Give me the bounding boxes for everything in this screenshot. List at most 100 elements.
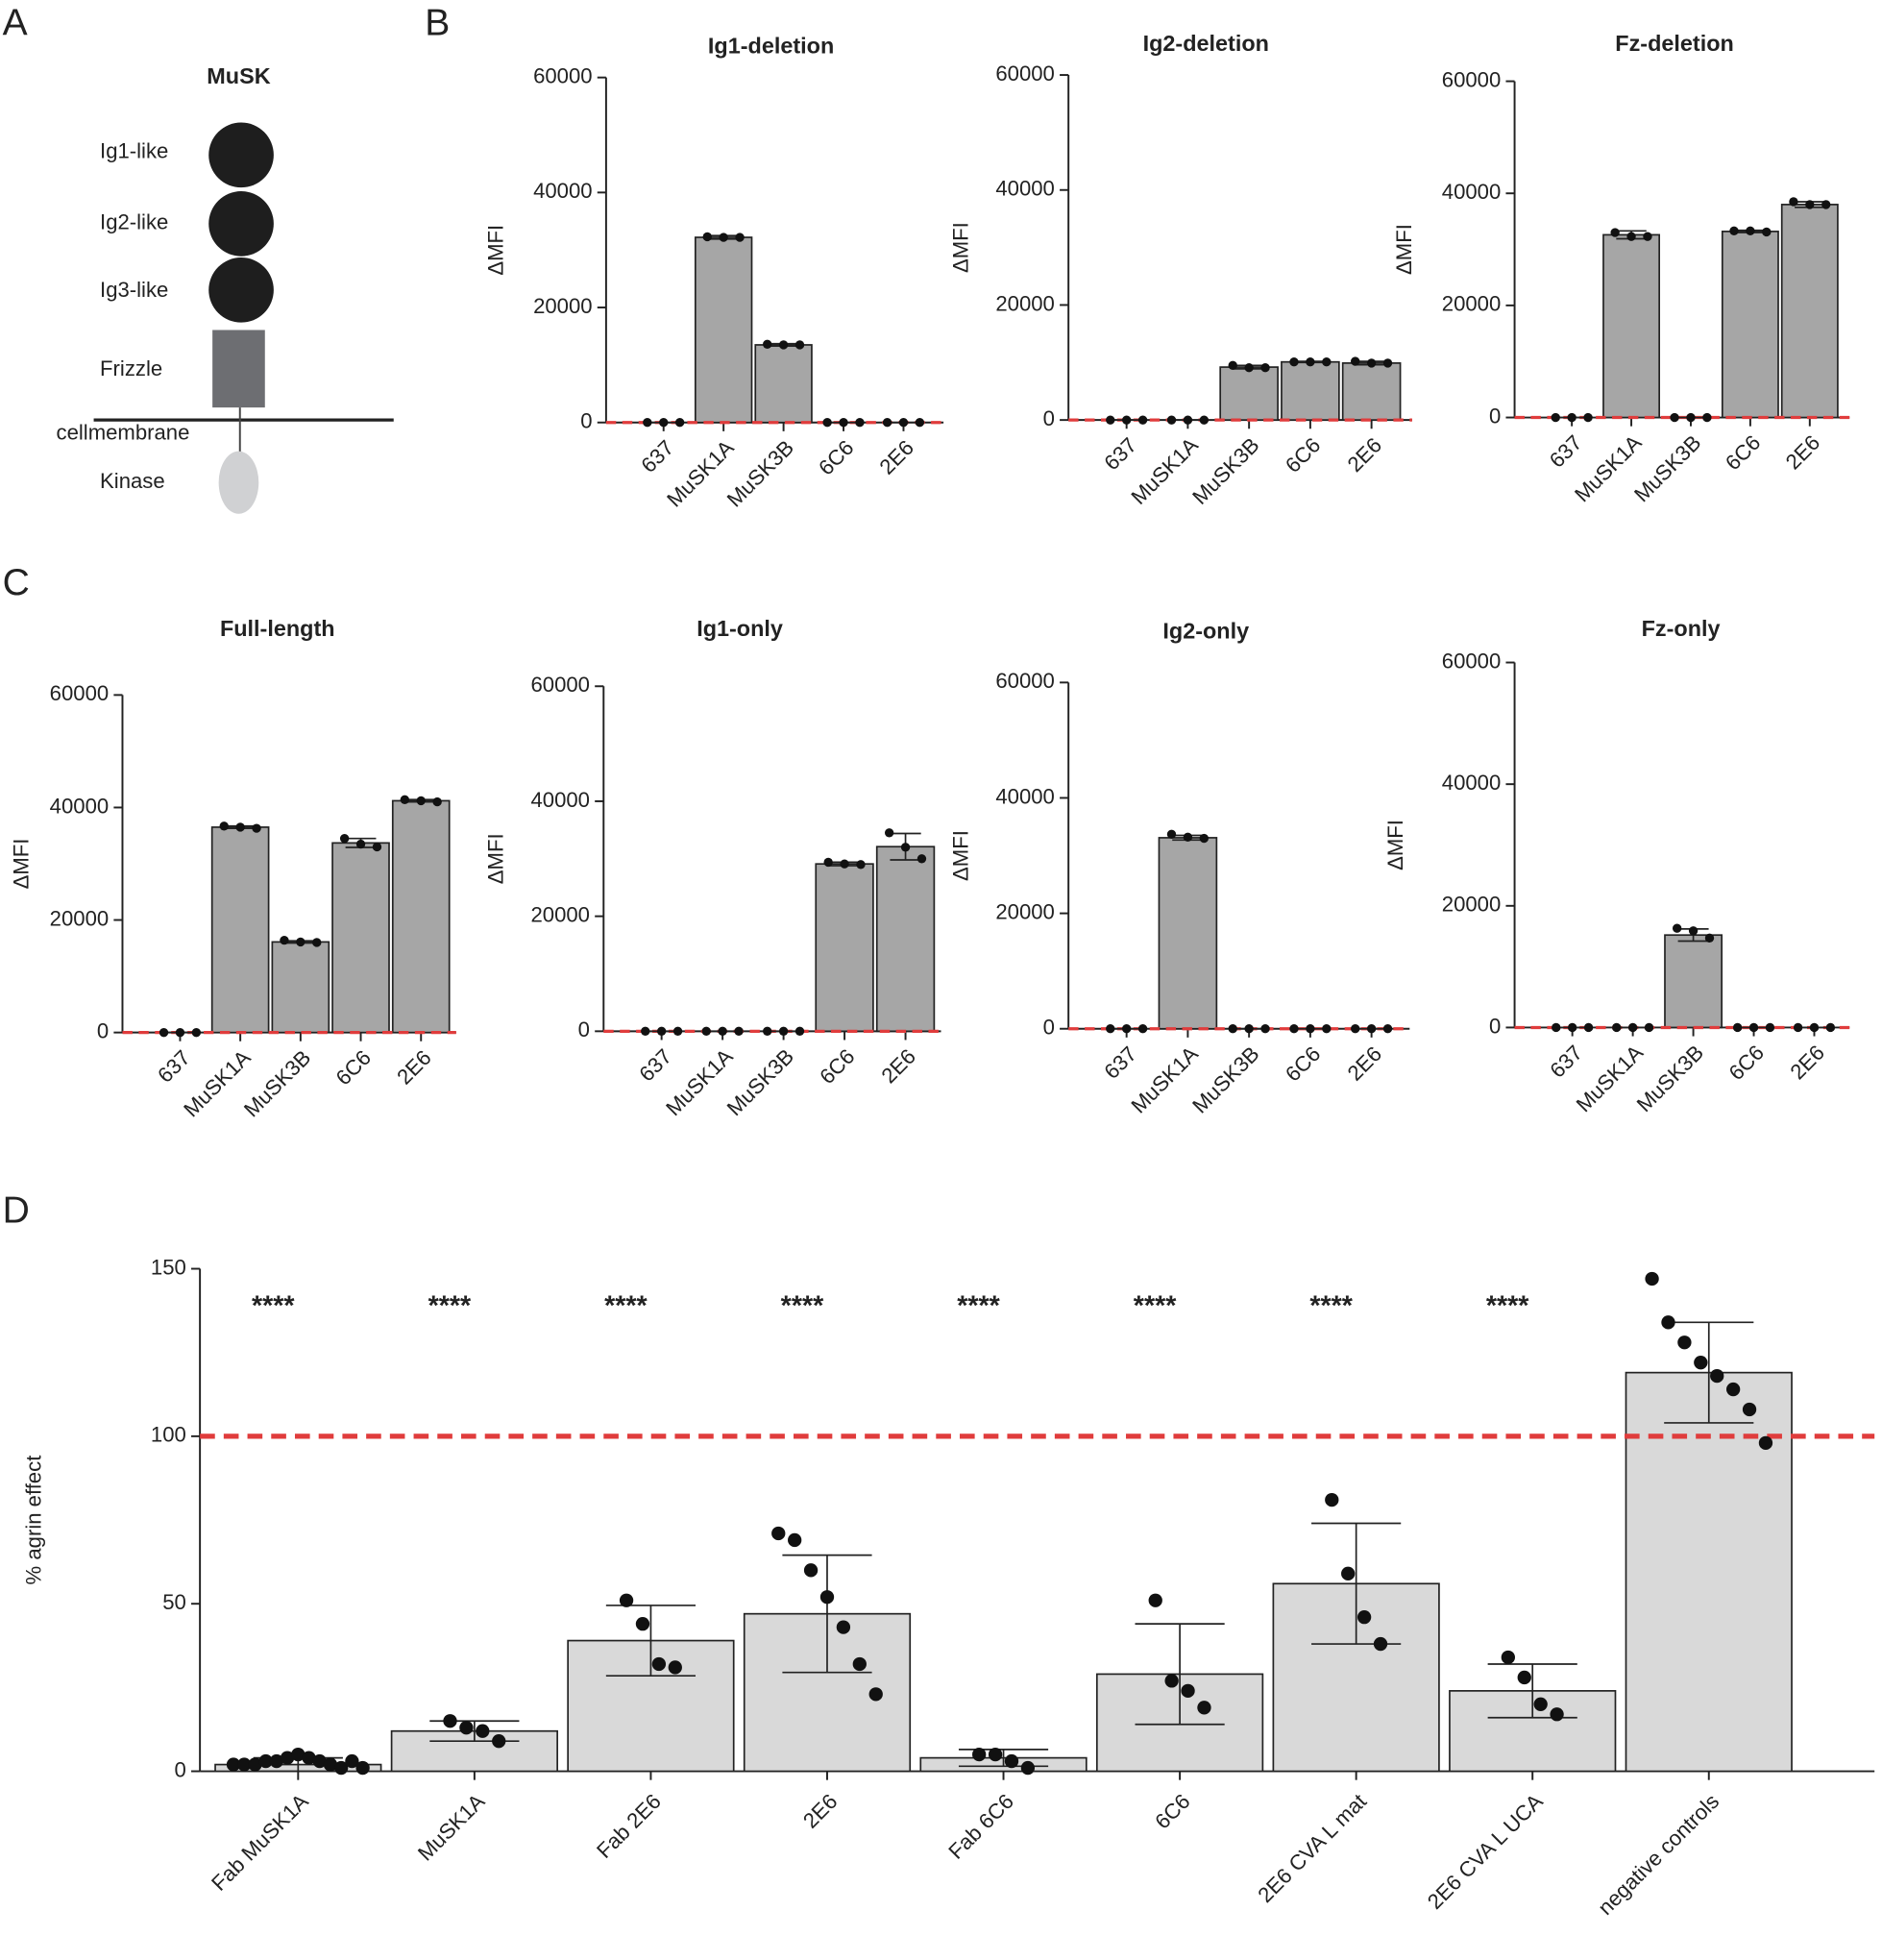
data-point	[659, 418, 669, 428]
data-point	[1732, 1022, 1743, 1033]
data-point	[258, 1753, 273, 1769]
data-point	[1552, 1022, 1561, 1033]
y-tick-label: 60000	[533, 64, 592, 88]
chart-title: Ig2-only	[1162, 619, 1249, 644]
domain-label: Frizzle	[100, 356, 162, 380]
data-point	[1533, 1697, 1548, 1711]
x-tick-label: Fab 2E6	[592, 1789, 666, 1863]
data-point	[643, 418, 652, 428]
data-point	[1199, 415, 1210, 425]
data-point	[1366, 358, 1377, 368]
y-tick-label: 100	[151, 1423, 186, 1447]
x-tick-label: Fab 6C6	[943, 1789, 1018, 1864]
data-point	[1166, 415, 1177, 425]
data-point	[839, 418, 848, 428]
chart: % agrin effect 0 50 100 150 Fab MuSK1A MuSK1A F…	[21, 1255, 1875, 1920]
y-tick-label: 40000	[995, 784, 1054, 808]
data-point	[1821, 200, 1831, 209]
data-point	[836, 1620, 851, 1634]
data-point	[1121, 1024, 1132, 1034]
data-point	[1789, 197, 1798, 207]
data-point	[900, 843, 911, 852]
x-tick-label: 6C6	[1724, 1041, 1769, 1085]
y-tick-label: 40000	[1442, 771, 1501, 795]
data-point	[1341, 1566, 1356, 1580]
y-axis-label: % agrin effect	[21, 1456, 45, 1585]
data-point	[1244, 362, 1254, 373]
bar	[271, 941, 330, 1034]
panel-label: D	[3, 1189, 30, 1231]
data-point	[175, 1027, 185, 1038]
data-point	[1197, 1701, 1211, 1715]
data-point	[1677, 1335, 1692, 1350]
data-point	[718, 1026, 727, 1037]
bar	[754, 344, 813, 424]
y-tick-label: 20000	[50, 906, 109, 930]
data-point	[1670, 412, 1679, 423]
data-point	[1106, 415, 1115, 425]
data-point	[1762, 227, 1772, 237]
y-tick-label: 150	[151, 1255, 186, 1279]
bar	[1780, 204, 1839, 419]
data-point	[1366, 1024, 1377, 1034]
data-point	[1228, 1024, 1237, 1034]
y-axis-label: ΔMFI	[948, 830, 972, 881]
ig-domain	[208, 191, 274, 257]
x-tick-label: 6C6	[814, 435, 858, 479]
data-point	[1793, 1022, 1803, 1033]
data-point	[1694, 1356, 1708, 1370]
bar	[1281, 360, 1340, 421]
data-point	[1710, 1368, 1724, 1384]
data-point	[1661, 1315, 1675, 1330]
data-point	[884, 828, 894, 838]
data-point	[1758, 1435, 1773, 1451]
data-point	[1809, 1022, 1820, 1033]
data-point	[1106, 1024, 1115, 1034]
data-point	[1289, 1024, 1299, 1034]
x-tick-label: MuSK3B	[722, 1044, 798, 1120]
data-point	[1137, 415, 1148, 425]
data-point	[1672, 923, 1682, 933]
data-point	[1729, 226, 1739, 235]
data-point	[788, 1532, 802, 1548]
data-point	[1199, 833, 1210, 844]
data-point	[794, 1026, 805, 1037]
y-axis-label: ΔMFI	[484, 833, 508, 884]
panel-label: B	[425, 2, 450, 43]
bar	[1625, 1371, 1793, 1773]
bar	[391, 799, 451, 1034]
data-point	[355, 839, 366, 849]
y-tick-label: 0	[175, 1757, 186, 1781]
data-point	[1748, 1022, 1759, 1033]
data-point	[339, 833, 350, 844]
data-point	[1181, 1683, 1195, 1699]
y-tick-label: 20000	[995, 291, 1054, 315]
data-point	[1306, 1024, 1315, 1034]
data-point	[1643, 232, 1652, 241]
y-axis-label: ΔMFI	[484, 225, 508, 276]
data-point	[972, 1747, 987, 1762]
data-point	[1610, 228, 1620, 237]
data-point	[656, 1026, 667, 1037]
panel-label: A	[3, 2, 28, 43]
data-point	[1612, 1022, 1622, 1033]
x-tick-label: 2E6	[877, 1044, 920, 1089]
data-point	[372, 842, 382, 852]
data-point	[915, 418, 925, 428]
y-tick-label: 40000	[530, 788, 589, 812]
data-point	[312, 1753, 327, 1769]
significance-label: ****	[428, 1290, 472, 1321]
data-point	[159, 1027, 169, 1038]
y-tick-label: 20000	[533, 294, 592, 318]
data-point	[492, 1734, 506, 1749]
data-point	[1228, 360, 1237, 370]
data-point	[668, 1660, 682, 1675]
y-tick-label: 20000	[530, 902, 589, 926]
data-point	[635, 1616, 650, 1631]
data-point	[855, 418, 865, 428]
data-point	[280, 1751, 295, 1765]
y-tick-label: 60000	[1442, 649, 1501, 673]
data-point	[323, 1757, 338, 1772]
data-point	[856, 860, 866, 870]
data-point	[1137, 1024, 1148, 1034]
